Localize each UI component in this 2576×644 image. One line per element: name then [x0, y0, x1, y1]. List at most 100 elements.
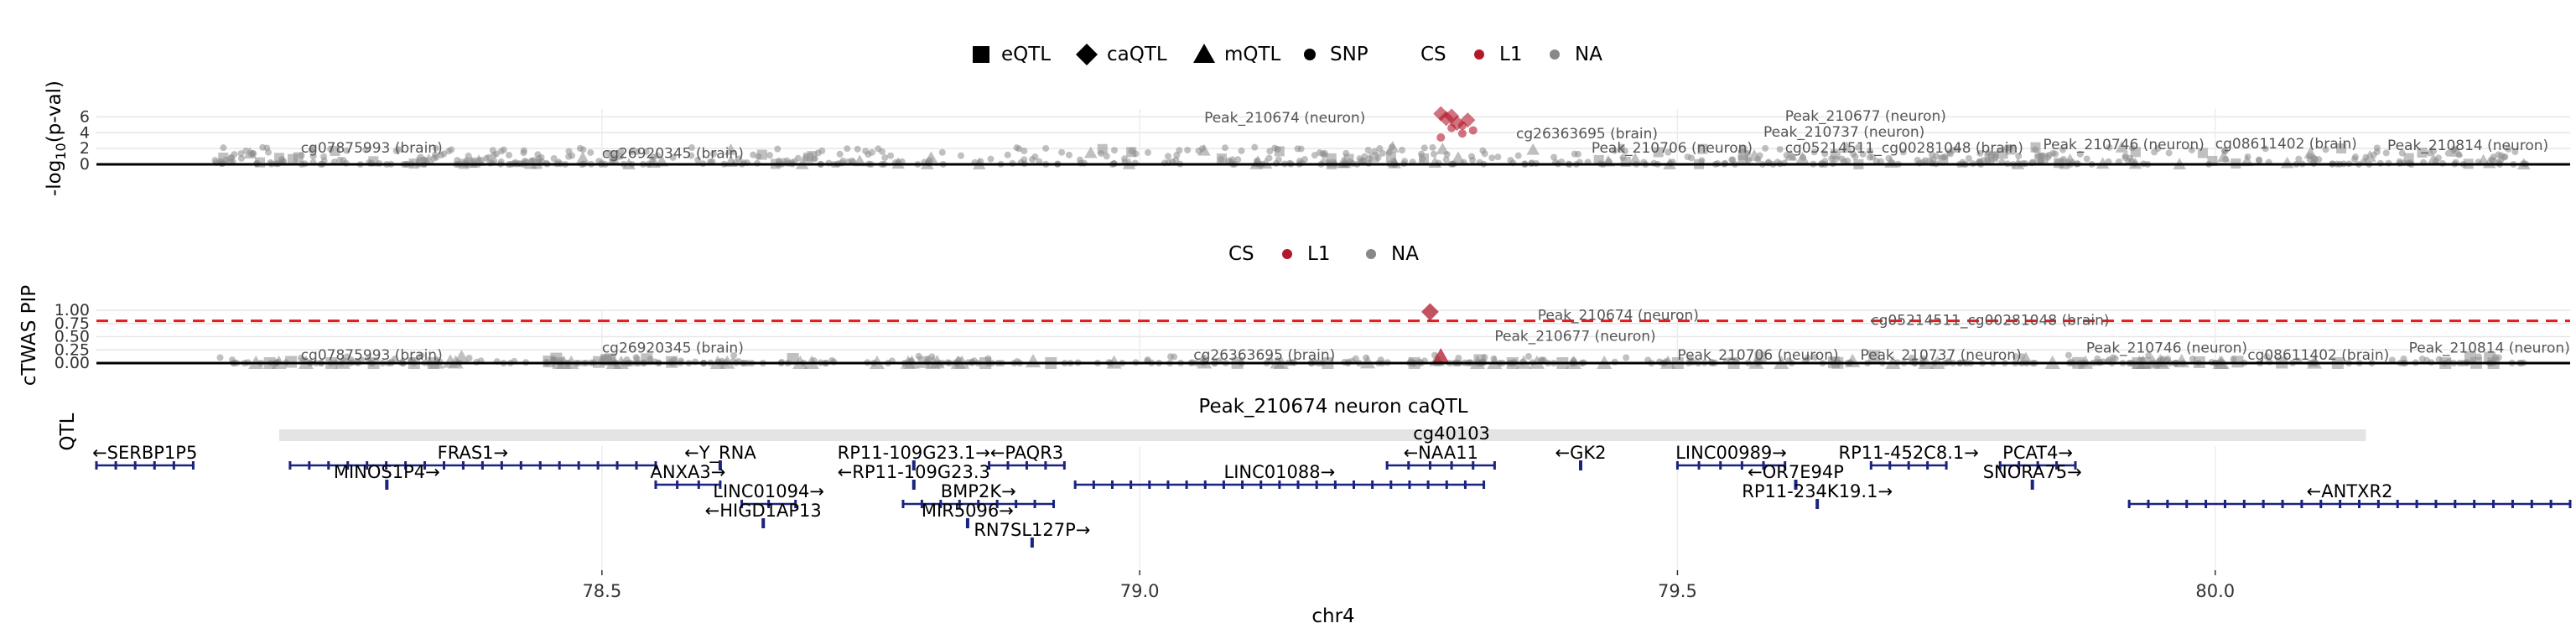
p1-annotation: cg26363695 (brain) — [1516, 126, 1658, 143]
p1-point — [1550, 153, 1558, 161]
gene-exon — [1493, 461, 1496, 470]
p1-point — [417, 153, 424, 161]
p1-point — [1899, 148, 1907, 156]
p1-point — [2006, 144, 2013, 152]
p1-point — [1374, 154, 1382, 162]
gene-exon — [1407, 461, 1410, 470]
gene-label: ←HIGD1AP13 — [705, 501, 822, 521]
legend-mqtl-key — [1193, 44, 1215, 63]
p1-point — [1866, 153, 1873, 161]
p1-point — [1828, 155, 1836, 163]
p1-ylabel-prefix: -log — [44, 160, 65, 196]
p1-point — [1110, 147, 1118, 154]
gene-label: ←RP11-109G23.3 — [838, 462, 990, 482]
gene-exon — [2036, 461, 2039, 470]
gene-exon — [1426, 480, 1430, 489]
legend-snp-key — [1304, 49, 1316, 60]
p1-highlight-point — [1457, 129, 1467, 138]
p1-point — [576, 144, 584, 152]
p1-point — [1385, 152, 1396, 163]
p1-point — [330, 145, 340, 156]
p1-point — [242, 147, 250, 154]
p1-point — [336, 156, 344, 164]
gene-body — [911, 460, 916, 470]
legend-mqtl-label: mQTL — [1224, 44, 1281, 65]
gene-label: ←SERBP1P5 — [92, 443, 197, 463]
gene-exon — [2185, 500, 2189, 508]
gene-exon — [1110, 480, 1114, 489]
p2-ytick-label: 0.25 — [55, 340, 90, 359]
qtl-track-title: Peak_210674 neuron caQTL — [1198, 396, 1467, 418]
gene-exon — [2147, 500, 2150, 508]
p1-point — [2280, 156, 2294, 169]
gene-exon — [1371, 480, 1374, 489]
gene-body — [761, 518, 766, 528]
gene-exon — [1463, 480, 1467, 489]
p1-point — [1514, 152, 1522, 159]
p1-point — [1442, 156, 1450, 164]
p2-point — [2012, 353, 2019, 361]
p2-annotation: Peak_210674 (neuron) — [1538, 307, 1699, 324]
p1-point — [862, 148, 870, 155]
gene-exon — [901, 500, 905, 508]
p1-point — [1265, 154, 1273, 162]
p1-point — [249, 149, 257, 157]
p1-point — [836, 150, 844, 158]
gene-exon — [1033, 500, 1036, 508]
gene-body — [911, 480, 916, 490]
p1-point — [2373, 144, 2381, 152]
p1-annotation: cg26920345 (brain) — [602, 145, 744, 162]
gene-exon — [1907, 461, 1910, 470]
p1-point — [1688, 154, 1696, 162]
gene-exon — [442, 461, 445, 470]
p1-highlight-point — [1460, 112, 1476, 128]
p1-point — [1494, 153, 1502, 161]
p1-point — [1965, 154, 1972, 162]
p2-point — [1868, 350, 1881, 362]
p1-point — [1058, 148, 1066, 156]
gene-exon — [767, 500, 771, 508]
p1-point — [1740, 144, 1748, 152]
gene-exon — [1869, 461, 1872, 470]
p1-point — [1343, 149, 1350, 157]
gene-exon — [1296, 480, 1300, 489]
p1-point — [926, 157, 933, 164]
p1-point — [309, 153, 317, 160]
gene-exon — [1445, 480, 1448, 489]
p2-point — [915, 352, 922, 360]
p2-ylabel: cTWAS PIP — [18, 285, 40, 386]
p1-point — [255, 157, 266, 168]
p2-point — [465, 354, 473, 361]
p1-point — [794, 154, 802, 162]
p1-point — [849, 157, 856, 164]
p1-point — [2476, 153, 2490, 166]
p1-point — [879, 148, 886, 155]
p2-point — [2109, 354, 2116, 361]
legend-cs-na-key — [1550, 49, 1560, 60]
p1-point — [2336, 143, 2347, 153]
p2-point — [2491, 354, 2499, 361]
gene-exon — [2549, 500, 2553, 508]
p1-point — [750, 151, 757, 158]
p1-point — [309, 145, 316, 153]
gene-exon — [2055, 461, 2059, 470]
p1-point — [1872, 158, 1880, 165]
p1-point — [1326, 153, 1337, 164]
p1-point — [227, 154, 235, 162]
gene-exon — [577, 461, 580, 470]
p1-point — [362, 146, 370, 153]
p1-point — [649, 153, 657, 161]
p2-annotation: Peak_210814 (neuron) — [2409, 340, 2570, 356]
p1-point — [1855, 143, 1862, 151]
gene-exon — [1278, 480, 1281, 489]
p1-point — [1274, 146, 1281, 153]
p1-point — [1429, 143, 1436, 151]
p1-point — [1810, 148, 1818, 156]
gene-exon — [2223, 500, 2226, 508]
gene-exon — [988, 461, 991, 470]
p1-point — [1401, 158, 1409, 165]
gene-exon — [1015, 500, 1018, 508]
gene-body — [1579, 460, 1582, 470]
p1-point — [2122, 152, 2129, 159]
gene-body — [1815, 499, 1820, 509]
